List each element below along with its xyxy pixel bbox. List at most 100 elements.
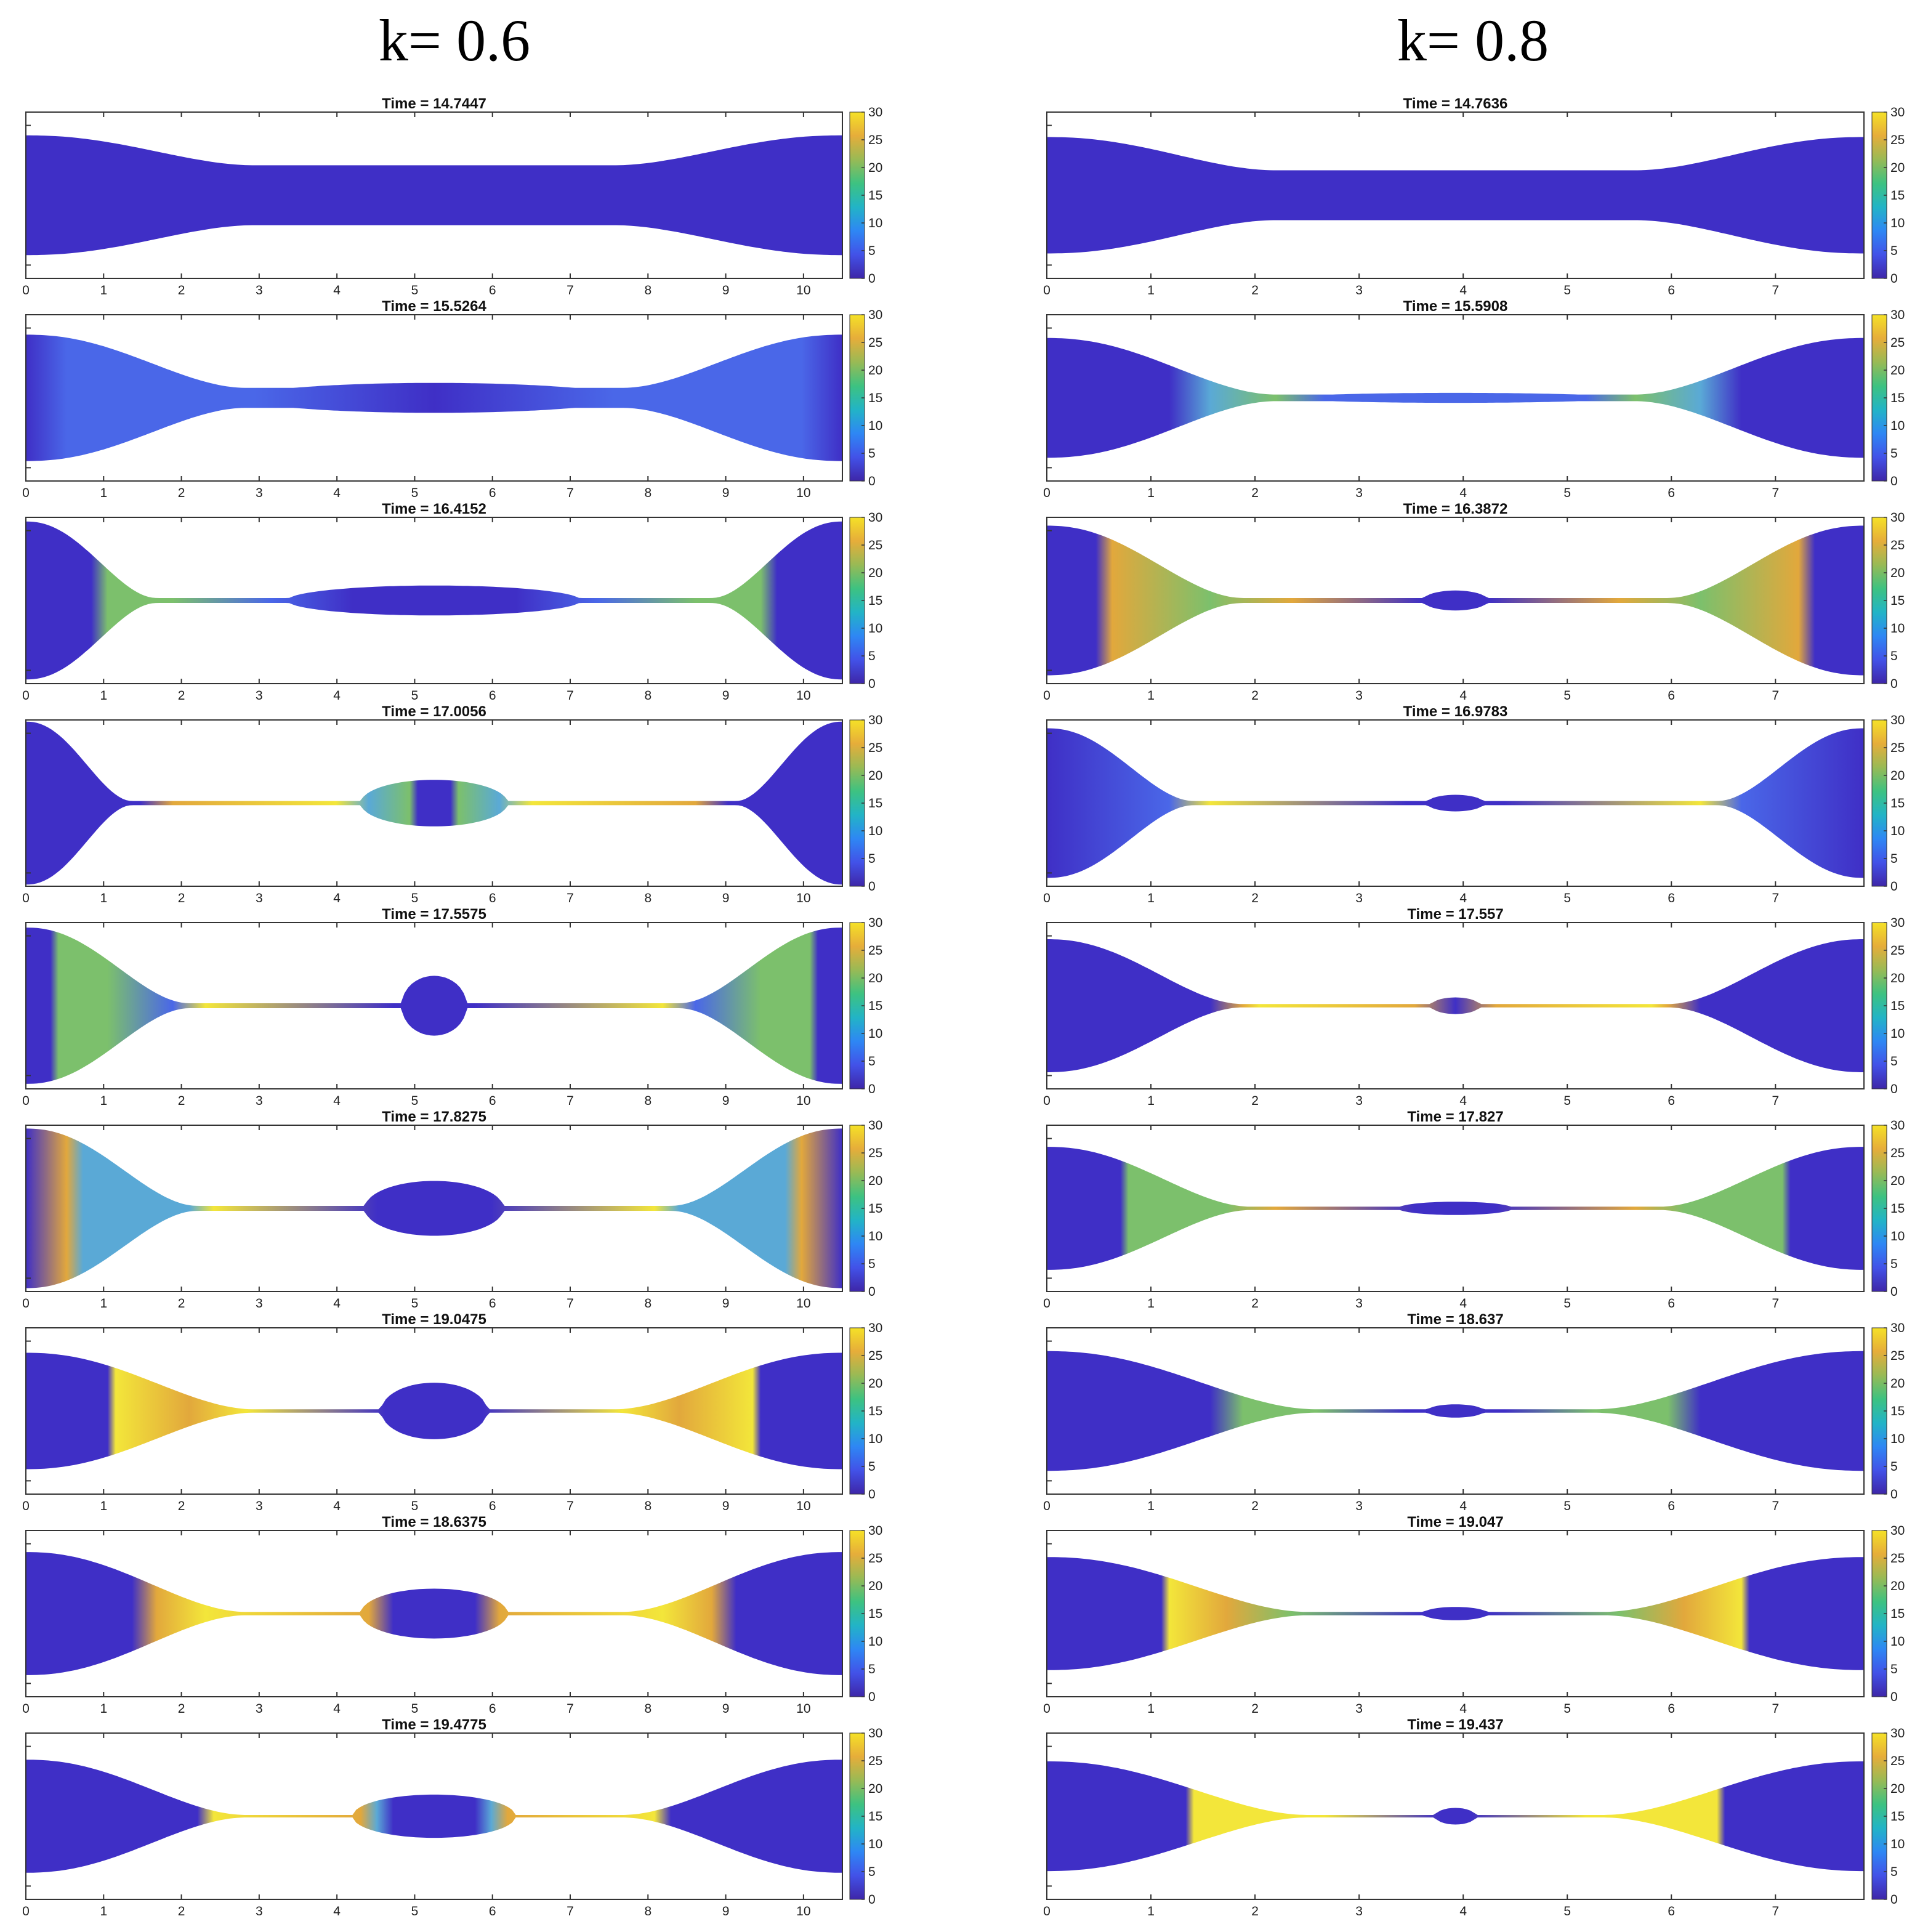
colorbar-tick-label: 30 xyxy=(1890,916,1905,930)
x-tick-label: 0 xyxy=(22,689,30,703)
panel: Time = 17.5575 0 1 2 3 4 5 6 7 8 9 10 0 5 10 15 20 25 30 xyxy=(22,906,882,1108)
fluid-thread-shape xyxy=(1047,1761,1864,1872)
fluid-thread-shape xyxy=(1047,1147,1864,1270)
x-tick-label: 9 xyxy=(722,1094,730,1108)
panel-time-label: Time = 14.7636 xyxy=(1403,95,1508,112)
panel: Time = 19.0475 0 1 2 3 4 5 6 7 8 9 10 0 5 10 15 20 25 30 xyxy=(22,1311,882,1513)
x-tick-label: 1 xyxy=(1147,1702,1155,1716)
axis-frame xyxy=(25,719,843,887)
panel: Time = 15.5908 0 1 2 3 4 5 6 7 0 5 10 15 20 25 30 xyxy=(1043,298,1905,500)
x-tick-label: 3 xyxy=(256,891,263,905)
x-tick-label: 0 xyxy=(22,1904,30,1918)
x-tick-label: 0 xyxy=(22,486,30,500)
x-tick-label: 1 xyxy=(100,1094,107,1108)
colorbar-tick-label: 30 xyxy=(1890,1321,1905,1335)
x-tick-label: 7 xyxy=(567,486,574,500)
x-tick-label: 6 xyxy=(489,891,496,905)
x-tick-label: 3 xyxy=(256,283,263,297)
x-tick-label: 5 xyxy=(1563,689,1571,703)
fluid-thread-shape xyxy=(26,928,842,1084)
x-tick-label: 7 xyxy=(1772,1296,1779,1311)
panel-time-label: Time = 15.5908 xyxy=(1403,298,1508,315)
colorbar-tick-label: 20 xyxy=(1890,1782,1905,1796)
colorbar-tick-label: 25 xyxy=(1890,1146,1905,1160)
fluid-thread-shape xyxy=(26,1352,842,1469)
x-tick-label: 3 xyxy=(1355,1702,1363,1716)
x-tick-label: 7 xyxy=(567,891,574,905)
panel-time-label: Time = 19.0475 xyxy=(382,1311,486,1328)
axis-frame xyxy=(1046,314,1865,482)
x-tick-label: 2 xyxy=(178,1702,185,1716)
colorbar-tick-label: 15 xyxy=(868,594,882,608)
axis-frame xyxy=(25,1327,843,1495)
x-tick-label: 7 xyxy=(567,1499,574,1513)
x-tick-label: 9 xyxy=(722,1296,730,1311)
colorbar-tick-label: 5 xyxy=(1890,447,1898,461)
x-tick-label: 0 xyxy=(22,1094,30,1108)
fluid-thread-shape xyxy=(26,1552,842,1675)
colorbar-tick-label: 5 xyxy=(1890,1865,1898,1879)
colorbar-tick-label: 20 xyxy=(1890,769,1905,783)
x-tick-label: 8 xyxy=(644,486,651,500)
colorbar-tick-label: 30 xyxy=(868,713,882,727)
colorbar-tick-label: 5 xyxy=(868,244,876,258)
colorbar-tick-label: 15 xyxy=(868,796,882,810)
fluid-thread-shape xyxy=(1047,728,1864,878)
x-tick-label: 4 xyxy=(1459,1296,1467,1311)
colorbar-tick-label: 20 xyxy=(868,161,882,175)
colorbar-tick-label: 25 xyxy=(1890,1551,1905,1566)
x-tick-label: 2 xyxy=(1251,1499,1259,1513)
x-tick-label: 0 xyxy=(1043,283,1051,297)
colorbar-tick-label: 10 xyxy=(868,1229,882,1243)
x-tick-label: 6 xyxy=(489,1904,496,1918)
x-tick-label: 3 xyxy=(256,1702,263,1716)
colorbar-tick-label: 0 xyxy=(868,1690,876,1704)
x-tick-label: 2 xyxy=(178,891,185,905)
colorbar-tick-label: 20 xyxy=(868,1579,882,1593)
panel-time-label: Time = 19.4775 xyxy=(382,1716,486,1733)
x-tick-label: 5 xyxy=(411,1094,419,1108)
colorbar-tick-label: 20 xyxy=(1890,566,1905,580)
colorbar-tick-label: 30 xyxy=(1890,105,1905,119)
x-tick-label: 5 xyxy=(411,1702,419,1716)
x-tick-label: 5 xyxy=(1563,1094,1571,1108)
x-tick-label: 3 xyxy=(256,1296,263,1311)
fluid-thread-shape xyxy=(26,135,842,256)
x-tick-label: 8 xyxy=(644,1296,651,1311)
x-tick-label: 1 xyxy=(1147,1094,1155,1108)
colorbar-tick-label: 25 xyxy=(868,944,882,958)
x-tick-label: 3 xyxy=(256,1904,263,1918)
colorbar-tick-label: 30 xyxy=(868,308,882,322)
colorbar-tick-label: 5 xyxy=(868,447,876,461)
x-tick-label: 2 xyxy=(1251,1296,1259,1311)
x-tick-label: 10 xyxy=(796,1094,810,1108)
colorbar-tick-label: 15 xyxy=(1890,1809,1905,1824)
x-tick-label: 0 xyxy=(1043,891,1051,905)
colorbar-tick-label: 0 xyxy=(868,879,876,894)
x-tick-label: 0 xyxy=(22,1702,30,1716)
x-tick-label: 4 xyxy=(333,1904,341,1918)
axis-frame xyxy=(1046,517,1865,684)
x-tick-label: 10 xyxy=(796,1499,810,1513)
colorbar-tick-label: 30 xyxy=(868,1524,882,1538)
x-tick-label: 5 xyxy=(411,1296,419,1311)
colorbar-tick-label: 10 xyxy=(1890,1837,1905,1851)
colorbar-tick-label: 20 xyxy=(868,1782,882,1796)
x-tick-label: 2 xyxy=(1251,486,1259,500)
x-tick-label: 5 xyxy=(411,283,419,297)
colorbar-tick-label: 25 xyxy=(868,133,882,147)
axis-frame xyxy=(1046,1125,1865,1292)
x-tick-label: 7 xyxy=(1772,891,1779,905)
panel: Time = 18.6375 0 1 2 3 4 5 6 7 8 9 10 0 5 10 15 20 25 30 xyxy=(22,1514,882,1716)
x-tick-label: 9 xyxy=(722,891,730,905)
x-tick-label: 2 xyxy=(178,1094,185,1108)
x-tick-label: 3 xyxy=(1355,689,1363,703)
x-tick-label: 0 xyxy=(1043,1094,1051,1108)
x-tick-label: 8 xyxy=(644,283,651,297)
x-tick-label: 3 xyxy=(1355,1296,1363,1311)
x-tick-label: 5 xyxy=(1563,891,1571,905)
panel-time-label: Time = 17.8275 xyxy=(382,1109,486,1125)
